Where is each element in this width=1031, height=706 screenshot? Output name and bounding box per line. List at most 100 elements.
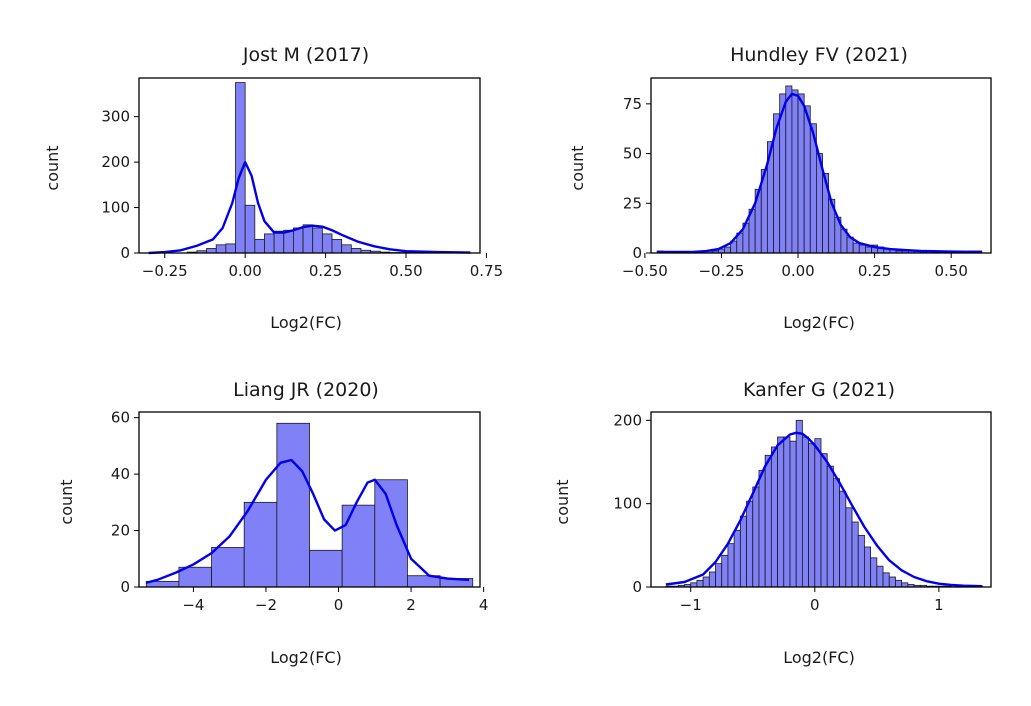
histogram-bar bbox=[708, 571, 716, 588]
y-axis-label: count bbox=[57, 479, 76, 524]
histogram-bar bbox=[770, 446, 778, 588]
x-tick-label: 0.00 bbox=[228, 262, 261, 280]
histogram-bar bbox=[895, 579, 903, 588]
x-ticks: −0.25 0.00 0.25 0.50 0.75 bbox=[142, 253, 503, 280]
histogram-bar bbox=[312, 227, 323, 254]
y-tick-label: 60 bbox=[111, 409, 130, 427]
y-tick-label: 0 bbox=[120, 244, 130, 262]
axes-frame bbox=[138, 411, 481, 588]
x-tick-label: 0.25 bbox=[309, 262, 342, 280]
histogram-bar bbox=[851, 521, 859, 588]
histogram-bar bbox=[783, 436, 791, 588]
histogram-bar bbox=[888, 576, 896, 588]
histogram-bar bbox=[293, 227, 304, 254]
subplot-kanfer-g: Kanfer G (2021) Log2(FC) count −1 0 1 0 100… bbox=[553, 379, 992, 667]
x-ticks: −1 0 1 bbox=[680, 587, 944, 614]
axes-frame bbox=[650, 77, 992, 254]
y-tick-label: 0 bbox=[120, 578, 130, 596]
kde-curve bbox=[665, 431, 983, 588]
x-axis-label: Log2(FC) bbox=[783, 648, 855, 667]
y-axis-label: count bbox=[553, 479, 572, 524]
y-tick-label: 100 bbox=[101, 199, 130, 217]
histogram-bar bbox=[715, 563, 723, 588]
histogram-bar bbox=[739, 515, 747, 588]
histogram-bar bbox=[797, 93, 805, 254]
histogram-bar bbox=[876, 565, 884, 588]
x-tick-label: 0.75 bbox=[470, 262, 503, 280]
histogram-bar bbox=[746, 500, 754, 588]
histogram-bar bbox=[341, 244, 352, 254]
histogram-bar bbox=[820, 453, 828, 588]
x-tick-label: −1 bbox=[680, 596, 702, 614]
histogram-bar bbox=[852, 242, 860, 254]
histogram-bar bbox=[752, 486, 760, 588]
histogram-bar bbox=[724, 246, 732, 254]
y-tick-label: 40 bbox=[111, 465, 130, 483]
histogram-bar bbox=[374, 479, 408, 588]
histogram-bar bbox=[801, 436, 809, 588]
histogram-bar bbox=[273, 230, 285, 254]
y-ticks: 0 100 200 bbox=[613, 411, 651, 596]
histogram-bar bbox=[795, 419, 803, 588]
histogram-bar bbox=[785, 85, 793, 254]
y-tick-label: 20 bbox=[111, 522, 130, 540]
x-tick-label: 0.50 bbox=[389, 262, 422, 280]
x-tick-label: −2 bbox=[255, 596, 277, 614]
y-tick-label: 0 bbox=[632, 244, 642, 262]
y-tick-label: 25 bbox=[623, 194, 642, 212]
y-tick-label: 300 bbox=[101, 108, 130, 126]
histogram-bar bbox=[858, 244, 866, 254]
histogram-bar bbox=[696, 579, 704, 588]
histogram-bar bbox=[758, 469, 766, 588]
x-axis-label: Log2(FC) bbox=[270, 648, 342, 667]
subplot-title: Jost M (2017) bbox=[242, 44, 369, 66]
histogram-bar bbox=[721, 554, 729, 588]
histogram-bar bbox=[264, 233, 275, 254]
x-tick-label: −0.50 bbox=[622, 262, 668, 280]
histogram-bar bbox=[331, 238, 343, 254]
y-tick-label: 0 bbox=[632, 578, 642, 596]
kde-curve bbox=[657, 92, 982, 254]
histogram-bar bbox=[857, 534, 865, 588]
kde-curve bbox=[145, 458, 470, 584]
y-tick-label: 50 bbox=[623, 145, 642, 163]
x-tick-label: −0.25 bbox=[698, 262, 744, 280]
histogram-bar bbox=[276, 422, 310, 588]
subplot-jost-m: Jost M (2017) Log2(FC) count −0.25 0.00 0.… bbox=[43, 44, 503, 332]
y-axis-label: count bbox=[43, 145, 62, 190]
histogram-bar bbox=[341, 504, 376, 588]
histogram-bar bbox=[309, 549, 343, 588]
subplot-title: Hundley FV (2021) bbox=[730, 44, 908, 66]
histogram-bar bbox=[244, 204, 256, 254]
histogram-bar bbox=[803, 105, 811, 254]
x-tick-label: 2 bbox=[406, 596, 416, 614]
histogram-bar bbox=[777, 436, 785, 588]
x-tick-label: −0.25 bbox=[142, 262, 188, 280]
x-tick-label: 0.50 bbox=[934, 262, 967, 280]
histogram-bars bbox=[145, 422, 474, 588]
subplot-liang-jr: Liang JR (2020) Log2(FC) count −4 −2 0 2 4 0… bbox=[57, 379, 488, 667]
histogram-bar bbox=[702, 576, 710, 588]
y-axis-label: count bbox=[568, 145, 587, 190]
histogram-bar bbox=[243, 501, 278, 588]
histogram-bars bbox=[186, 82, 468, 254]
x-tick-label: 0.25 bbox=[858, 262, 891, 280]
kde-curve bbox=[148, 160, 471, 255]
histogram-bar bbox=[814, 438, 822, 588]
histogram-bar bbox=[283, 229, 294, 254]
histogram-bar bbox=[321, 233, 333, 254]
subplot-hundley-fv: Hundley FV (2021) Log2(FC) count −0.50 −0… bbox=[568, 44, 992, 332]
histogram-bar bbox=[727, 543, 735, 588]
y-ticks: 0 25 50 75 bbox=[623, 95, 651, 262]
histogram-bar bbox=[206, 248, 217, 254]
histogram-bar bbox=[789, 440, 797, 588]
histogram-bar bbox=[254, 238, 265, 254]
x-tick-label: 1 bbox=[934, 596, 944, 614]
histogram-bar bbox=[225, 243, 236, 254]
subplot-title: Liang JR (2020) bbox=[233, 379, 379, 401]
histogram-bar bbox=[302, 224, 314, 254]
y-tick-label: 75 bbox=[623, 95, 642, 113]
histogram-bar bbox=[839, 490, 847, 588]
x-axis-label: Log2(FC) bbox=[783, 313, 855, 332]
x-tick-label: 0.00 bbox=[781, 262, 814, 280]
